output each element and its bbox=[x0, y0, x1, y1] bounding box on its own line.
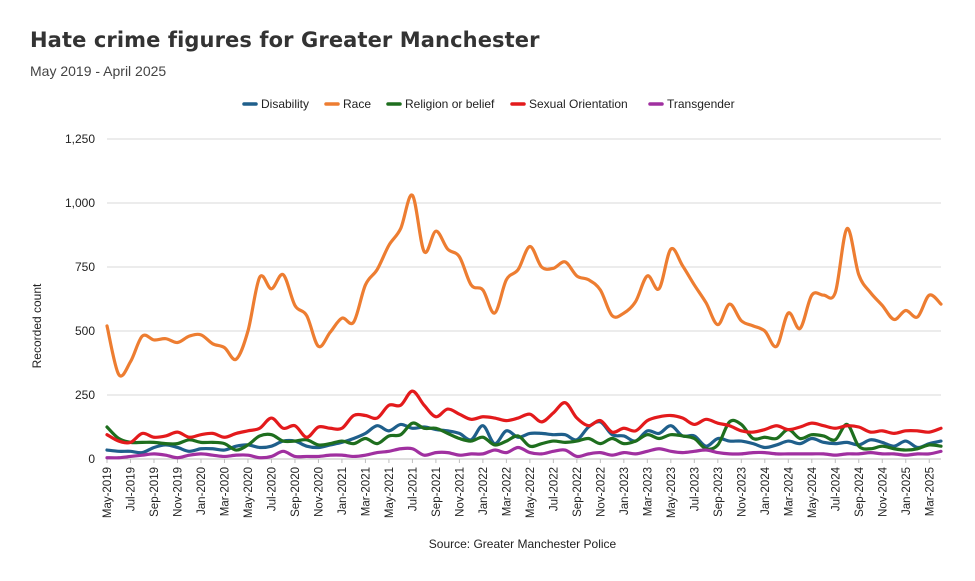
x-tick-label: Mar-2025 bbox=[924, 467, 936, 516]
x-tick-label: Jul-2024 bbox=[830, 466, 842, 511]
legend-item[interactable]: Disability bbox=[242, 97, 309, 111]
x-tick-label: Nov-2020 bbox=[313, 467, 325, 517]
y-axis: 0 250 500 750 1,000 1,250 bbox=[65, 132, 95, 466]
x-tick-label: Jan-2023 bbox=[619, 467, 631, 515]
legend-item[interactable]: Sexual Orientation bbox=[510, 97, 628, 111]
x-tick-label: Sep-2022 bbox=[572, 467, 584, 517]
legend-label: Transgender bbox=[667, 97, 735, 111]
x-tick-label: Jan-2022 bbox=[478, 467, 490, 515]
y-tick-label: 250 bbox=[75, 388, 95, 402]
legend: Disability Race Religion or belief Sexual O… bbox=[242, 97, 735, 111]
legend-item[interactable]: Transgender bbox=[648, 97, 735, 111]
series-line-race bbox=[105, 193, 943, 378]
y-tick-label: 1,000 bbox=[65, 196, 95, 210]
chart-source: Source: Greater Manchester Police bbox=[428, 537, 617, 551]
y-axis-label: Recorded count bbox=[30, 283, 44, 368]
x-tick-label: Nov-2022 bbox=[595, 467, 607, 517]
x-tick-label: Sep-2020 bbox=[290, 467, 302, 517]
x-tick-label: Sep-2021 bbox=[431, 467, 443, 517]
legend-label: Religion or belief bbox=[405, 97, 495, 111]
series-line-sexual-orientation bbox=[105, 389, 943, 445]
x-tick-label: Jul-2022 bbox=[548, 467, 560, 511]
y-tick-label: 1,250 bbox=[65, 132, 95, 146]
x-axis: May-2019 Jul-2019 Sep-2019 Nov-2019 Jan-2020… bbox=[102, 459, 936, 518]
chart-title: Hate crime figures for Greater Mancheste… bbox=[30, 28, 540, 52]
x-tick-label: Mar-2022 bbox=[501, 467, 513, 516]
x-tick-label: Jul-2021 bbox=[407, 467, 419, 511]
series-lines bbox=[105, 193, 943, 460]
x-tick-label: May-2019 bbox=[102, 467, 114, 518]
x-tick-label: Mar-2020 bbox=[219, 467, 231, 516]
x-tick-label: May-2024 bbox=[807, 466, 819, 518]
x-tick-label: Jan-2025 bbox=[901, 467, 913, 515]
legend-item[interactable]: Race bbox=[324, 97, 371, 111]
x-tick-label: Nov-2021 bbox=[454, 467, 466, 517]
x-tick-label: Jan-2024 bbox=[760, 466, 772, 515]
x-tick-label: Jul-2023 bbox=[689, 467, 701, 511]
x-tick-label: Mar-2024 bbox=[783, 466, 795, 516]
x-tick-label: Sep-2024 bbox=[854, 466, 866, 516]
x-tick-label: Nov-2024 bbox=[877, 466, 889, 516]
x-tick-label: May-2021 bbox=[384, 467, 396, 518]
x-tick-label: Mar-2021 bbox=[360, 467, 372, 516]
y-tick-label: 750 bbox=[75, 260, 95, 274]
x-tick-label: May-2023 bbox=[666, 467, 678, 518]
x-tick-label: Jul-2020 bbox=[266, 467, 278, 511]
series-line-religion-or-belief bbox=[105, 418, 943, 452]
y-tick-label: 500 bbox=[75, 324, 95, 338]
legend-label: Sexual Orientation bbox=[529, 97, 628, 111]
x-tick-label: Sep-2023 bbox=[713, 467, 725, 517]
gridlines bbox=[107, 138, 941, 460]
y-tick-label: 0 bbox=[88, 452, 95, 466]
x-tick-label: Nov-2019 bbox=[172, 467, 184, 517]
series-line-transgender bbox=[105, 445, 943, 460]
x-tick-label: Sep-2019 bbox=[149, 467, 161, 517]
x-tick-label: May-2022 bbox=[525, 467, 537, 518]
legend-item[interactable]: Religion or belief bbox=[386, 97, 495, 111]
x-tick-label: Jul-2019 bbox=[125, 467, 137, 511]
legend-label: Disability bbox=[261, 97, 309, 111]
x-tick-label: Jan-2020 bbox=[196, 467, 208, 515]
legend-label: Race bbox=[343, 97, 371, 111]
chart-subtitle: May 2019 - April 2025 bbox=[30, 63, 167, 79]
x-tick-label: Jan-2021 bbox=[337, 467, 349, 515]
x-tick-label: Mar-2023 bbox=[642, 467, 654, 516]
x-tick-label: May-2020 bbox=[243, 467, 255, 518]
x-tick-label: Nov-2023 bbox=[736, 467, 748, 517]
